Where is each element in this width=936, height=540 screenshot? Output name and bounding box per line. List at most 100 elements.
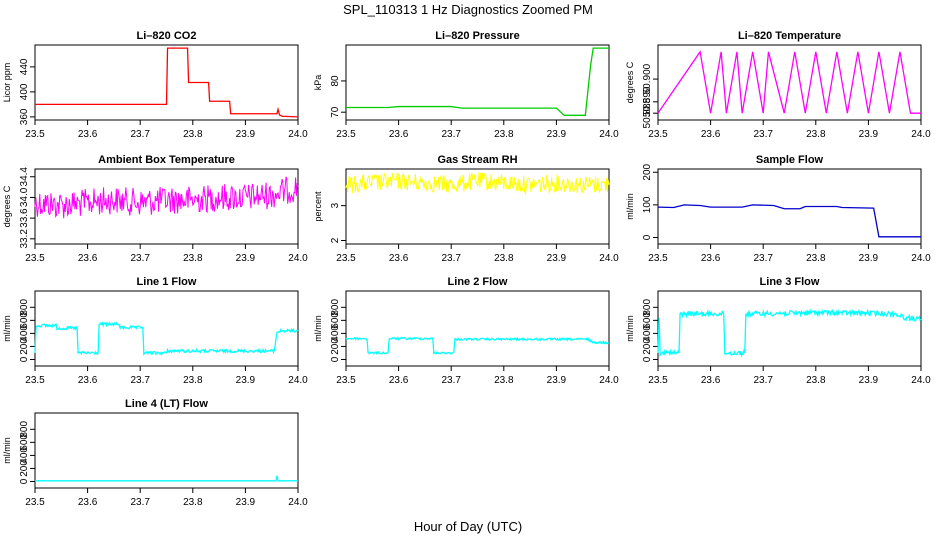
plot-frame bbox=[345, 168, 610, 245]
panel-title: Sample Flow bbox=[756, 154, 824, 166]
plot-frame bbox=[34, 290, 299, 367]
x-tick-label: 23.9 bbox=[547, 375, 567, 386]
y-tick-label: 200 bbox=[642, 163, 653, 180]
panel-0: Li–820 CO2 Licor ppm 23.5 23.6 23.7 23.8 23.9 2… bbox=[2, 30, 308, 140]
series-line bbox=[345, 171, 610, 196]
x-tick-label: 23.8 bbox=[494, 375, 514, 386]
x-tick-label: 23.6 bbox=[701, 129, 721, 140]
panel-title: Line 2 Flow bbox=[448, 276, 508, 288]
series-line bbox=[34, 176, 299, 219]
x-tick-label: 23.6 bbox=[78, 253, 98, 264]
y-tick-label: 400 bbox=[19, 83, 30, 100]
x-tick-label: 23.5 bbox=[25, 497, 45, 508]
y-axis-label: ml/min bbox=[625, 193, 635, 220]
x-tick-label: 24.0 bbox=[599, 253, 619, 264]
plot-frame bbox=[657, 168, 922, 245]
panel-title: Li–820 Temperature bbox=[738, 30, 841, 42]
y-tick-label: 34.4 bbox=[19, 167, 30, 187]
x-axis-title: Hour of Day (UTC) bbox=[414, 519, 522, 534]
x-tick-label: 23.7 bbox=[130, 375, 150, 386]
y-tick-label: 50.885 bbox=[642, 97, 653, 128]
panel-9: Line 4 (LT) Flow ml/min 23.5 23.6 23.7 23.8 23… bbox=[2, 398, 308, 508]
y-tick-label: 400 bbox=[330, 325, 341, 342]
x-tick-label: 23.9 bbox=[859, 129, 879, 140]
y-tick-label: 80 bbox=[330, 75, 341, 87]
y-tick-label: 0 bbox=[642, 356, 653, 362]
panel-title: Li–820 Pressure bbox=[435, 30, 519, 42]
y-tick-label: 600 bbox=[19, 434, 30, 451]
panel-title: Ambient Box Temperature bbox=[98, 154, 235, 166]
y-tick-label: 400 bbox=[19, 325, 30, 342]
x-tick-label: 23.5 bbox=[336, 129, 356, 140]
plot-frame bbox=[345, 44, 610, 121]
plot-frame bbox=[657, 44, 922, 121]
y-axis-label: ml/min bbox=[625, 315, 635, 342]
x-tick-label: 24.0 bbox=[911, 129, 931, 140]
y-tick-label: 800 bbox=[19, 421, 30, 438]
x-tick-label: 24.0 bbox=[911, 375, 931, 386]
x-tick-label: 24.0 bbox=[288, 375, 308, 386]
x-tick-label: 23.7 bbox=[130, 129, 150, 140]
x-tick-label: 23.6 bbox=[78, 129, 98, 140]
series-line bbox=[657, 308, 922, 358]
x-tick-label: 23.9 bbox=[547, 253, 567, 264]
x-tick-label: 23.7 bbox=[753, 253, 773, 264]
x-tick-label: 24.0 bbox=[288, 497, 308, 508]
y-tick-label: 33.6 bbox=[19, 208, 30, 228]
y-tick-label: 33.2 bbox=[19, 229, 30, 249]
y-axis-label: degrees C bbox=[2, 185, 12, 227]
panel-title: Li–820 CO2 bbox=[137, 30, 197, 42]
x-tick-label: 23.5 bbox=[25, 253, 45, 264]
y-tick-label: 200 bbox=[19, 460, 30, 477]
x-tick-label: 23.7 bbox=[753, 129, 773, 140]
y-tick-label: 800 bbox=[642, 299, 653, 316]
x-tick-label: 23.8 bbox=[806, 129, 826, 140]
series-line bbox=[657, 50, 921, 114]
x-tick-label: 23.6 bbox=[701, 375, 721, 386]
x-tick-label: 23.9 bbox=[236, 375, 256, 386]
x-tick-label: 23.6 bbox=[701, 253, 721, 264]
x-tick-label: 23.5 bbox=[648, 129, 668, 140]
x-tick-label: 23.9 bbox=[547, 129, 567, 140]
series-line bbox=[657, 204, 921, 238]
series-line bbox=[34, 321, 299, 356]
y-tick-label: 440 bbox=[19, 58, 30, 75]
series-line bbox=[35, 47, 299, 118]
x-tick-label: 23.8 bbox=[183, 253, 203, 264]
x-tick-label: 24.0 bbox=[599, 129, 619, 140]
x-tick-label: 23.9 bbox=[859, 375, 879, 386]
x-tick-label: 24.0 bbox=[288, 253, 308, 264]
plot-frame bbox=[657, 290, 922, 367]
panel-2: Li–820 Temperature degrees C 23.5 23.6 23.7 2… bbox=[625, 30, 931, 140]
y-tick-label: 400 bbox=[19, 447, 30, 464]
panel-8: Line 3 Flow ml/min 23.5 23.6 23.7 23.8 23.9 24.… bbox=[625, 276, 931, 386]
y-tick-label: 100 bbox=[642, 196, 653, 213]
panel-grid: Li–820 CO2 Licor ppm 23.5 23.6 23.7 23.8 23.9 2… bbox=[2, 30, 931, 508]
y-tick-label: 0 bbox=[642, 234, 653, 240]
x-tick-label: 23.8 bbox=[183, 375, 203, 386]
x-tick-label: 23.6 bbox=[389, 375, 409, 386]
y-tick-label: 3 bbox=[330, 202, 341, 208]
x-tick-label: 23.6 bbox=[389, 129, 409, 140]
x-tick-label: 23.7 bbox=[441, 129, 461, 140]
y-tick-label: 600 bbox=[330, 312, 341, 329]
x-tick-label: 24.0 bbox=[599, 375, 619, 386]
y-tick-label: 50.900 bbox=[642, 63, 653, 94]
y-tick-label: 400 bbox=[642, 325, 653, 342]
x-tick-label: 23.6 bbox=[389, 253, 409, 264]
x-tick-label: 23.5 bbox=[648, 375, 668, 386]
y-axis-label: percent bbox=[313, 191, 323, 222]
panel-3: Ambient Box Temperature degrees C 23.5 23.6… bbox=[2, 154, 308, 264]
series-line bbox=[345, 336, 610, 356]
y-tick-label: 2 bbox=[330, 237, 341, 243]
panel-7: Line 2 Flow ml/min 23.5 23.6 23.7 23.8 23.9 24.… bbox=[313, 276, 619, 386]
y-axis-label: ml/min bbox=[313, 315, 323, 342]
y-tick-label: 0 bbox=[330, 356, 341, 362]
y-tick-label: 70 bbox=[330, 106, 341, 118]
y-axis-label: kPa bbox=[313, 75, 323, 91]
x-tick-label: 24.0 bbox=[911, 253, 931, 264]
y-tick-label: 600 bbox=[19, 312, 30, 329]
y-tick-label: 50.890 bbox=[642, 86, 653, 117]
series-line bbox=[35, 475, 298, 482]
y-axis-label: degrees C bbox=[625, 61, 635, 103]
